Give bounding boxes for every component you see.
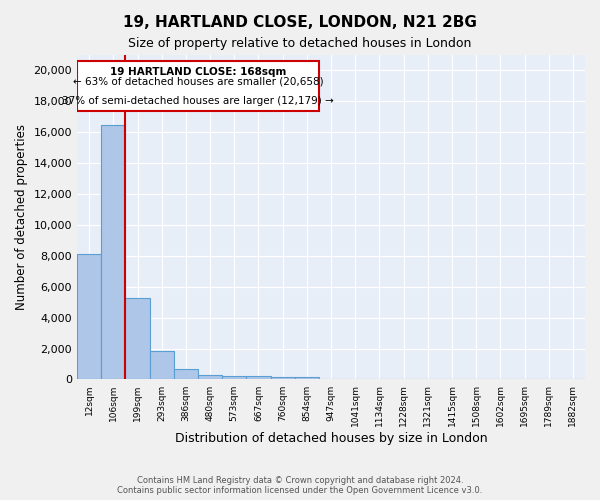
Text: 19, HARTLAND CLOSE, LONDON, N21 2BG: 19, HARTLAND CLOSE, LONDON, N21 2BG xyxy=(123,15,477,30)
Text: Size of property relative to detached houses in London: Size of property relative to detached ho… xyxy=(128,38,472,51)
Text: ← 63% of detached houses are smaller (20,658): ← 63% of detached houses are smaller (20… xyxy=(73,76,323,86)
Text: Contains HM Land Registry data © Crown copyright and database right 2024.: Contains HM Land Registry data © Crown c… xyxy=(137,476,463,485)
X-axis label: Distribution of detached houses by size in London: Distribution of detached houses by size … xyxy=(175,432,487,445)
Bar xyxy=(149,351,174,380)
Bar xyxy=(295,377,319,380)
Y-axis label: Number of detached properties: Number of detached properties xyxy=(15,124,28,310)
Bar xyxy=(198,375,222,380)
Bar xyxy=(271,377,295,380)
FancyBboxPatch shape xyxy=(77,61,319,110)
Bar xyxy=(247,376,271,380)
Text: 19 HARTLAND CLOSE: 168sqm: 19 HARTLAND CLOSE: 168sqm xyxy=(110,68,286,78)
Bar xyxy=(101,124,125,380)
Bar xyxy=(77,254,101,380)
Text: 37% of semi-detached houses are larger (12,179) →: 37% of semi-detached houses are larger (… xyxy=(62,96,334,106)
Bar xyxy=(222,376,247,380)
Bar xyxy=(174,368,198,380)
Bar xyxy=(125,298,149,380)
Text: Contains public sector information licensed under the Open Government Licence v3: Contains public sector information licen… xyxy=(118,486,482,495)
